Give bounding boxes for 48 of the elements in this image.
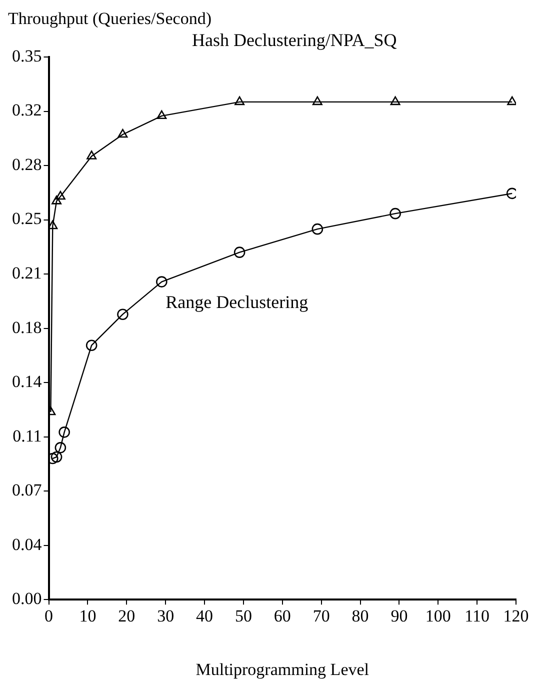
y-tick-label: 0.21 [12,264,42,283]
point [390,208,401,220]
x-tick-label: 10 [79,606,96,626]
point [117,308,128,320]
x-tick-label: 110 [464,606,490,626]
y-tick-label: 0.18 [12,318,42,337]
x-tick-label: 70 [312,606,330,626]
y-tick-label: 0.00 [12,589,42,608]
point [312,223,324,235]
x-tick-label: 90 [390,606,408,626]
y-tick-label: 0.32 [12,100,42,120]
point [390,96,400,106]
y-tick-label: 0.14 [12,372,42,392]
x-tick-label: 30 [157,606,174,626]
y-tick-label: 0.35 [12,46,42,66]
y-tick-label: 0.07 [12,480,42,500]
point [52,196,62,204]
point [118,128,128,138]
point [55,190,66,200]
point [234,246,246,258]
point [50,451,62,463]
y-tick-label: 0.25 [12,209,42,228]
x-tick-label: 0 [44,606,53,626]
y-axis-title: Throughput (Queries/Second) [8,9,212,28]
x-tick-label: 120 [503,606,529,626]
x-tick-label: 40 [196,606,213,626]
point [156,276,168,288]
y-tick-label: 0.28 [12,154,42,174]
x-tick-label: 80 [352,606,369,626]
x-tick-label: 50 [234,606,252,626]
y-tick-label: 0.11 [12,426,42,446]
y-tick-label: 0.04 [12,534,42,554]
point [507,96,516,106]
point [312,96,322,106]
text: Hash Declustering/NPA_SQ [192,30,397,50]
point [156,110,167,120]
point [48,452,58,464]
x-axis-title: Multiprogramming Level [196,660,370,679]
point [54,442,66,454]
point [506,188,516,200]
x-tick-label: 20 [118,606,136,626]
point [234,96,245,106]
x-tick-label: 60 [274,606,291,626]
point [86,340,98,352]
series-label: Range Declustering [166,292,308,312]
point [86,150,97,160]
x-tick-label: 100 [425,606,451,626]
point [58,426,70,438]
